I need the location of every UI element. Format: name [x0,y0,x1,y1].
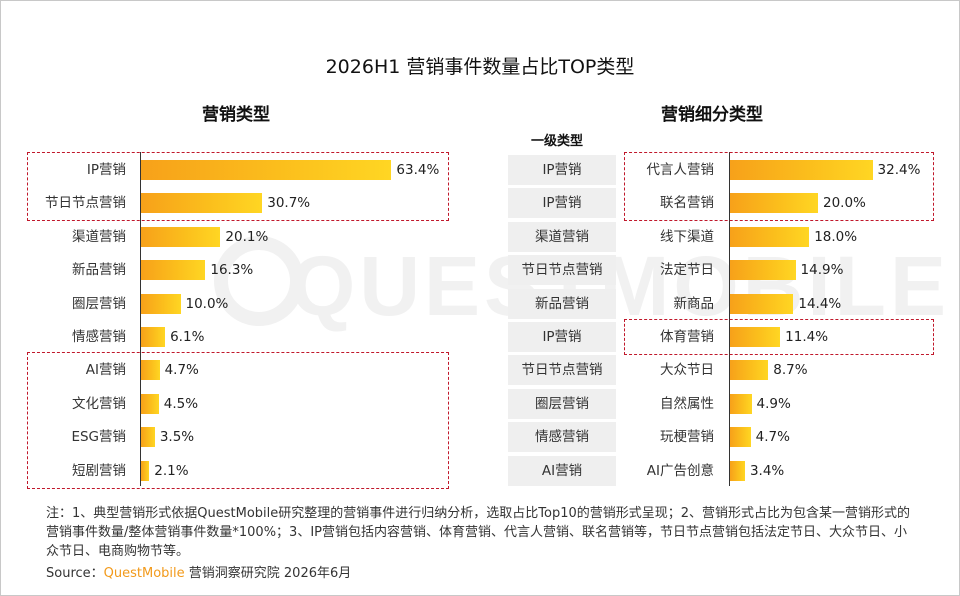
data-label: 20.0% [823,195,866,212]
left-subtitle: 营销类型 [202,105,270,125]
source-line: Source：QuestMobile 营销洞察研究院 2026年6月 [46,562,351,581]
level1-cell: 新品营销 [508,288,616,319]
bar [730,160,873,180]
category-label: 节日节点营销 [45,195,126,212]
data-label: 10.0% [185,295,229,312]
bar [730,393,752,414]
source-suffix: 营销洞察研究院 2026年6月 [188,566,352,581]
bar [730,260,796,281]
level1-cell: 圈层营销 [508,388,616,419]
chart-title: 2026H1 营销事件数量占比TOP类型 [325,56,635,78]
bar [141,460,150,481]
bar [730,360,769,381]
category-label: ESG营销 [71,429,126,446]
category-label: IP营销 [86,162,126,178]
bar [730,327,781,347]
bar [141,427,155,448]
data-label: 3.5% [159,429,195,446]
level1-cell: 节日节点营销 [508,255,616,286]
data-label: 4.9% [756,395,791,412]
data-label: 20.1% [225,228,269,245]
level1-cell: IP营销 [508,155,616,185]
category-label: 代言人营销 [646,162,715,178]
level1-cell: IP营销 [508,188,616,219]
category-label: 玩梗营销 [660,429,714,446]
data-label: 4.7% [755,429,790,446]
level1-cell: IP营销 [508,322,616,352]
bar [730,427,751,448]
data-label: 3.4% [749,462,785,479]
watermark: QUESTMOBILE [290,239,951,333]
data-label: 16.3% [210,262,254,279]
category-label: AI营销 [85,362,126,379]
level1-cell: 节日节点营销 [508,355,616,386]
category-label: 大众节日 [660,362,714,379]
level1-cell: AI营销 [508,455,616,486]
data-label: 2.1% [154,462,189,479]
category-label: 文化营销 [72,395,126,412]
source-prefix: Source： [46,566,104,581]
bar [141,327,166,347]
data-label: 32.4% [877,162,921,178]
data-label: 4.7% [164,362,199,379]
bar [141,193,263,214]
bar [141,226,221,247]
highlight-box [624,319,934,355]
category-label: 渠道营销 [72,228,126,245]
right-subtitle: 营销细分类型 [661,105,763,125]
footnote: 注：1、典型营销形式依据QuestMobile研究整理的营销事件进行归纳分析，选… [46,506,911,559]
level1-cell: 渠道营销 [508,221,616,252]
data-label: 8.7% [773,362,808,379]
category-label: 新品营销 [72,262,126,279]
category-label: 短剧营销 [72,462,126,479]
bar [730,193,818,214]
bar [141,393,159,414]
level1-cell: 情感营销 [508,422,616,453]
category-label: 自然属性 [660,395,714,412]
data-label: 18.0% [814,228,858,245]
highlight-box [27,152,449,222]
highlight-box [27,352,449,489]
category-label: 线下渠道 [660,228,714,245]
data-label: 30.7% [267,195,311,212]
bar [141,260,206,281]
bar [730,460,745,481]
category-label: 情感营销 [72,329,126,345]
category-label: 新商品 [673,295,715,312]
source-brand: QuestMobile [103,566,185,581]
level1-header: 一级类型 [531,134,584,149]
left-axis-line [140,152,141,486]
data-label: 4.5% [163,395,199,412]
highlight-box [624,152,934,222]
bar [141,360,160,381]
bar [730,226,810,247]
category-label: 体育营销 [660,329,714,345]
data-label: 14.4% [798,295,842,312]
bar [141,293,181,314]
category-label: AI广告创意 [646,462,714,479]
data-label: 6.1% [170,329,205,345]
bar [730,293,794,314]
bar [141,160,392,180]
category-label: 圈层营销 [72,295,126,312]
category-label: 法定节日 [660,262,714,279]
data-label: 11.4% [785,329,829,345]
data-label: 14.9% [800,262,844,279]
data-label: 63.4% [396,162,440,178]
category-label: 联名营销 [660,195,714,212]
